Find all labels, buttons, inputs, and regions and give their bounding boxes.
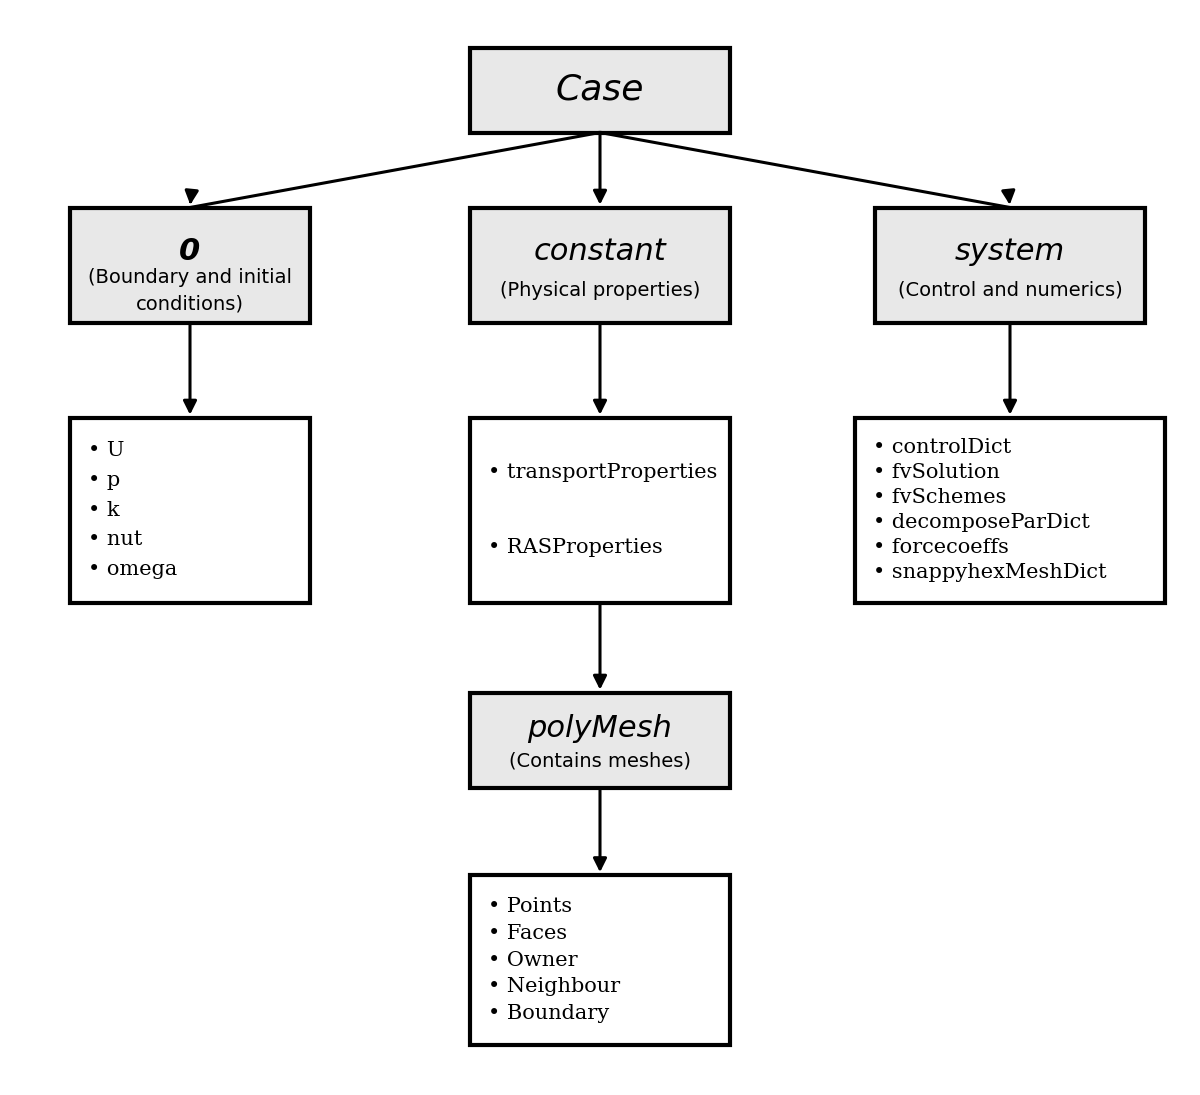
Text: • omega: • omega xyxy=(88,561,178,579)
Bar xyxy=(470,875,730,1045)
Text: • Owner: • Owner xyxy=(488,950,577,969)
Text: (Physical properties): (Physical properties) xyxy=(500,280,700,300)
Bar xyxy=(470,207,730,323)
Text: • Neighbour: • Neighbour xyxy=(488,978,620,996)
Bar xyxy=(470,692,730,787)
Text: • U: • U xyxy=(88,441,125,460)
Bar xyxy=(70,417,310,602)
Text: (Contains meshes): (Contains meshes) xyxy=(509,751,691,771)
Text: 0: 0 xyxy=(179,237,200,266)
Text: Case: Case xyxy=(556,73,644,107)
Text: (Control and numerics): (Control and numerics) xyxy=(898,280,1122,300)
Bar xyxy=(70,207,310,323)
Text: system: system xyxy=(955,237,1066,266)
Text: • controlDict: • controlDict xyxy=(874,438,1012,458)
Text: • fvSolution: • fvSolution xyxy=(874,463,1000,482)
Text: • Faces: • Faces xyxy=(488,924,568,943)
Text: • forcecoeffs: • forcecoeffs xyxy=(874,538,1009,556)
Text: • nut: • nut xyxy=(88,530,143,550)
Bar xyxy=(470,417,730,602)
Text: • Boundary: • Boundary xyxy=(488,1004,610,1023)
Text: polyMesh: polyMesh xyxy=(528,714,672,744)
Text: • transportProperties: • transportProperties xyxy=(488,463,718,482)
Bar xyxy=(470,47,730,132)
Text: • RASProperties: • RASProperties xyxy=(488,538,662,556)
Text: • Points: • Points xyxy=(488,897,572,915)
Bar xyxy=(875,207,1145,323)
Text: • p: • p xyxy=(88,471,120,489)
Text: • k: • k xyxy=(88,500,120,519)
Text: • decomposeParDict: • decomposeParDict xyxy=(874,512,1090,532)
Text: (Boundary and initial
conditions): (Boundary and initial conditions) xyxy=(88,267,292,313)
Text: constant: constant xyxy=(534,237,666,266)
Text: • snappyhexMeshDict: • snappyhexMeshDict xyxy=(874,563,1106,581)
Bar xyxy=(854,417,1165,602)
Text: • fvSchemes: • fvSchemes xyxy=(874,488,1007,507)
